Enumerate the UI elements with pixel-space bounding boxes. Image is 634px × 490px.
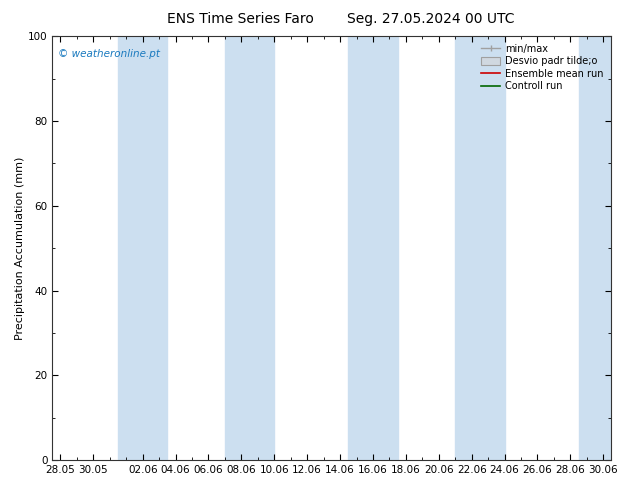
Bar xyxy=(348,36,398,460)
Text: Seg. 27.05.2024 00 UTC: Seg. 27.05.2024 00 UTC xyxy=(347,12,515,26)
Bar xyxy=(225,36,275,460)
Bar xyxy=(118,36,167,460)
Y-axis label: Precipitation Accumulation (mm): Precipitation Accumulation (mm) xyxy=(15,156,25,340)
Bar xyxy=(455,36,505,460)
Bar xyxy=(578,36,628,460)
Text: ENS Time Series Faro: ENS Time Series Faro xyxy=(167,12,314,26)
Text: © weatheronline.pt: © weatheronline.pt xyxy=(58,49,160,59)
Legend: min/max, Desvio padr tilde;o, Ensemble mean run, Controll run: min/max, Desvio padr tilde;o, Ensemble m… xyxy=(478,41,607,94)
